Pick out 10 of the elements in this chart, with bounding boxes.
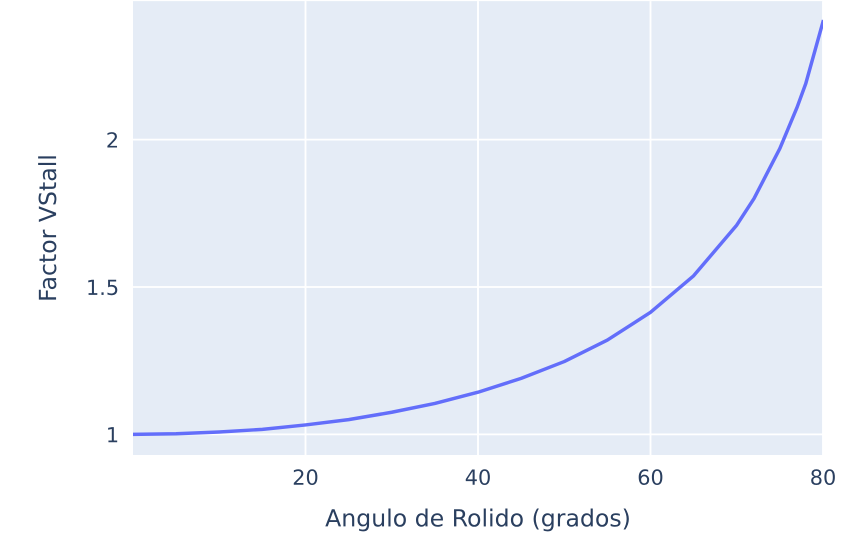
x-tick-label: 60 [638, 469, 662, 486]
y-tick-label: 1 [108, 427, 118, 442]
y-axis-title: Factor VStall [38, 156, 56, 300]
y-tick-label: 2 [107, 132, 118, 148]
x-axis-title: Angulo de Rolido (grados) [325, 508, 629, 532]
x-tick-label: 80 [811, 469, 835, 486]
x-tick-label: 20 [294, 469, 318, 486]
y-tick-label: 1.5 [88, 280, 118, 296]
line-series [133, 20, 823, 436]
x-tick-label: 40 [466, 469, 490, 486]
